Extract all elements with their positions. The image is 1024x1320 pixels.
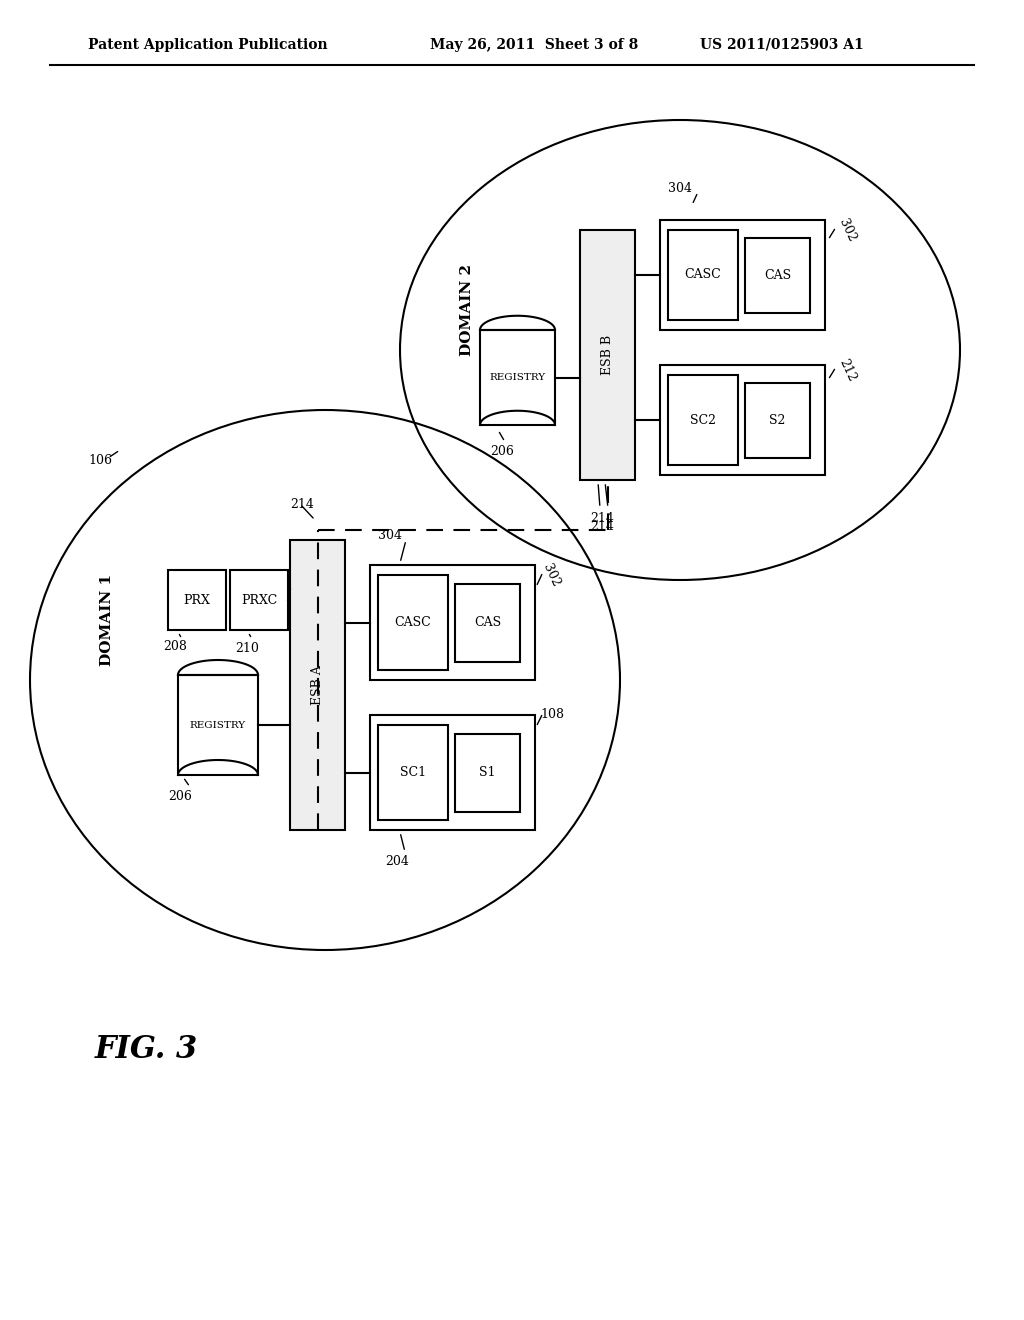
Text: SC1: SC1 (400, 766, 426, 779)
Bar (168, 570, 226, 630)
Text: 212: 212 (836, 356, 858, 384)
Text: 210: 210 (234, 642, 259, 655)
Text: 302: 302 (540, 561, 562, 589)
Bar (660, 220, 825, 330)
Text: 206: 206 (168, 789, 191, 803)
Text: May 26, 2011  Sheet 3 of 8: May 26, 2011 Sheet 3 of 8 (430, 38, 638, 51)
Bar (378, 576, 449, 671)
Bar (370, 565, 535, 680)
Bar (455, 583, 520, 663)
Bar (745, 383, 810, 458)
Text: CAS: CAS (474, 616, 501, 630)
Text: 214: 214 (590, 520, 613, 533)
Text: 304: 304 (378, 529, 402, 543)
Bar (580, 230, 635, 480)
Text: 108: 108 (540, 709, 564, 722)
Bar (178, 675, 258, 775)
Text: 302: 302 (836, 216, 858, 244)
Bar (668, 230, 738, 319)
Text: 214: 214 (590, 512, 613, 525)
Bar (668, 375, 738, 465)
Bar (660, 366, 825, 475)
Bar (370, 715, 535, 830)
Text: DOMAIN 1: DOMAIN 1 (100, 574, 114, 667)
Text: S2: S2 (769, 414, 785, 426)
Text: 106: 106 (88, 454, 112, 466)
Text: CASC: CASC (685, 268, 721, 281)
Bar (290, 540, 345, 830)
Text: 304: 304 (668, 182, 692, 195)
Text: PRX: PRX (183, 594, 211, 606)
Bar (230, 570, 288, 630)
Bar (480, 330, 555, 425)
Text: 208: 208 (163, 640, 186, 653)
Text: FIG. 3: FIG. 3 (95, 1035, 199, 1065)
Text: S1: S1 (479, 767, 496, 780)
Bar (378, 725, 449, 820)
Text: Patent Application Publication: Patent Application Publication (88, 38, 328, 51)
Text: US 2011/0125903 A1: US 2011/0125903 A1 (700, 38, 864, 51)
Text: PRXC: PRXC (241, 594, 278, 606)
Text: 206: 206 (490, 445, 514, 458)
Text: CAS: CAS (764, 269, 792, 282)
Text: ESB A: ESB A (311, 665, 324, 705)
Text: REGISTRY: REGISTRY (489, 374, 546, 381)
Text: CASC: CASC (394, 616, 431, 630)
Text: 214: 214 (290, 499, 314, 511)
Text: 204: 204 (385, 855, 409, 869)
Text: SC2: SC2 (690, 413, 716, 426)
Text: ESB B: ESB B (601, 335, 614, 375)
Text: DOMAIN 2: DOMAIN 2 (460, 264, 474, 356)
Bar (455, 734, 520, 812)
Bar (745, 238, 810, 313)
Text: REGISTRY: REGISTRY (189, 721, 246, 730)
